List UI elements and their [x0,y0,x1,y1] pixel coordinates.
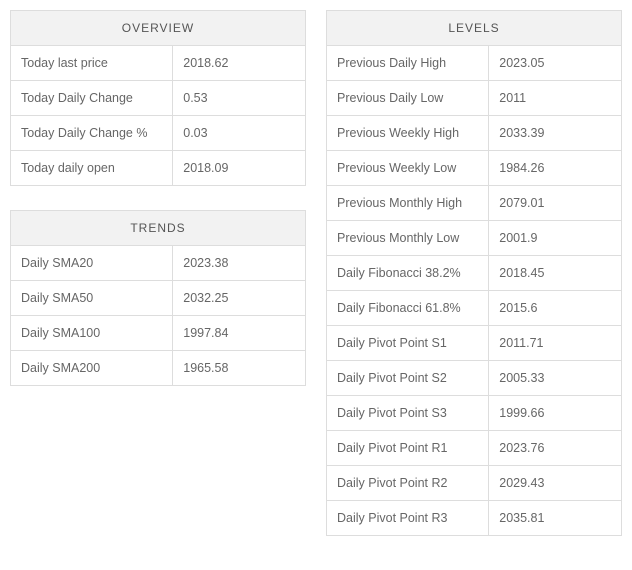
levels-table: LEVELS Previous Daily High2023.05Previou… [326,10,622,536]
row-value: 2032.25 [173,281,306,316]
row-value: 2018.62 [173,46,306,81]
row-label: Daily Pivot Point S1 [327,326,489,361]
row-label: Daily SMA100 [11,316,173,351]
overview-table: OVERVIEW Today last price2018.62Today Da… [10,10,306,186]
table-row: Daily Pivot Point S31999.66 [327,396,622,431]
row-label: Today Daily Change % [11,116,173,151]
table-row: Today last price2018.62 [11,46,306,81]
row-label: Today daily open [11,151,173,186]
row-value: 2079.01 [489,186,622,221]
trends-body: Daily SMA202023.38Daily SMA502032.25Dail… [11,246,306,386]
row-value: 2015.6 [489,291,622,326]
row-label: Daily Pivot Point R3 [327,501,489,536]
row-value: 2023.05 [489,46,622,81]
levels-title: LEVELS [326,10,622,45]
left-column: OVERVIEW Today last price2018.62Today Da… [10,10,306,410]
tables-layout: OVERVIEW Today last price2018.62Today Da… [10,10,622,560]
row-label: Daily Pivot Point S2 [327,361,489,396]
row-value: 2023.38 [173,246,306,281]
row-label: Daily Fibonacci 61.8% [327,291,489,326]
row-value: 2018.45 [489,256,622,291]
row-label: Previous Monthly High [327,186,489,221]
table-row: Previous Daily Low2011 [327,81,622,116]
row-value: 1965.58 [173,351,306,386]
row-label: Daily Fibonacci 38.2% [327,256,489,291]
table-row: Daily SMA2001965.58 [11,351,306,386]
table-row: Previous Monthly High2079.01 [327,186,622,221]
row-label: Previous Weekly High [327,116,489,151]
row-value: 2001.9 [489,221,622,256]
table-row: Daily Fibonacci 61.8%2015.6 [327,291,622,326]
row-value: 1997.84 [173,316,306,351]
row-value: 2035.81 [489,501,622,536]
table-row: Today Daily Change %0.03 [11,116,306,151]
table-row: Previous Daily High2023.05 [327,46,622,81]
row-value: 2005.33 [489,361,622,396]
row-value: 2029.43 [489,466,622,501]
table-row: Daily Pivot Point R32035.81 [327,501,622,536]
row-value: 2011 [489,81,622,116]
overview-body: Today last price2018.62Today Daily Chang… [11,46,306,186]
table-row: Today Daily Change0.53 [11,81,306,116]
row-label: Today Daily Change [11,81,173,116]
table-row: Daily Pivot Point S12011.71 [327,326,622,361]
row-label: Daily SMA20 [11,246,173,281]
table-row: Daily Pivot Point R12023.76 [327,431,622,466]
row-label: Previous Daily High [327,46,489,81]
row-value: 0.53 [173,81,306,116]
table-row: Daily Pivot Point R22029.43 [327,466,622,501]
levels-body: Previous Daily High2023.05Previous Daily… [327,46,622,536]
trends-title: TRENDS [10,210,306,245]
table-row: Daily Pivot Point S22005.33 [327,361,622,396]
table-row: Previous Weekly Low1984.26 [327,151,622,186]
row-label: Daily Pivot Point R1 [327,431,489,466]
row-label: Today last price [11,46,173,81]
row-value: 1999.66 [489,396,622,431]
row-value: 0.03 [173,116,306,151]
row-label: Daily Pivot Point R2 [327,466,489,501]
row-label: Previous Monthly Low [327,221,489,256]
right-column: LEVELS Previous Daily High2023.05Previou… [326,10,622,560]
row-label: Daily SMA50 [11,281,173,316]
table-row: Daily Fibonacci 38.2%2018.45 [327,256,622,291]
row-label: Previous Daily Low [327,81,489,116]
row-value: 2033.39 [489,116,622,151]
row-value: 1984.26 [489,151,622,186]
table-row: Previous Monthly Low2001.9 [327,221,622,256]
overview-title: OVERVIEW [10,10,306,45]
row-label: Previous Weekly Low [327,151,489,186]
table-row: Today daily open2018.09 [11,151,306,186]
row-value: 2018.09 [173,151,306,186]
table-row: Daily SMA202023.38 [11,246,306,281]
table-row: Daily SMA1001997.84 [11,316,306,351]
table-row: Daily SMA502032.25 [11,281,306,316]
row-label: Daily SMA200 [11,351,173,386]
row-label: Daily Pivot Point S3 [327,396,489,431]
row-value: 2023.76 [489,431,622,466]
table-row: Previous Weekly High2033.39 [327,116,622,151]
row-value: 2011.71 [489,326,622,361]
trends-table: TRENDS Daily SMA202023.38Daily SMA502032… [10,210,306,386]
